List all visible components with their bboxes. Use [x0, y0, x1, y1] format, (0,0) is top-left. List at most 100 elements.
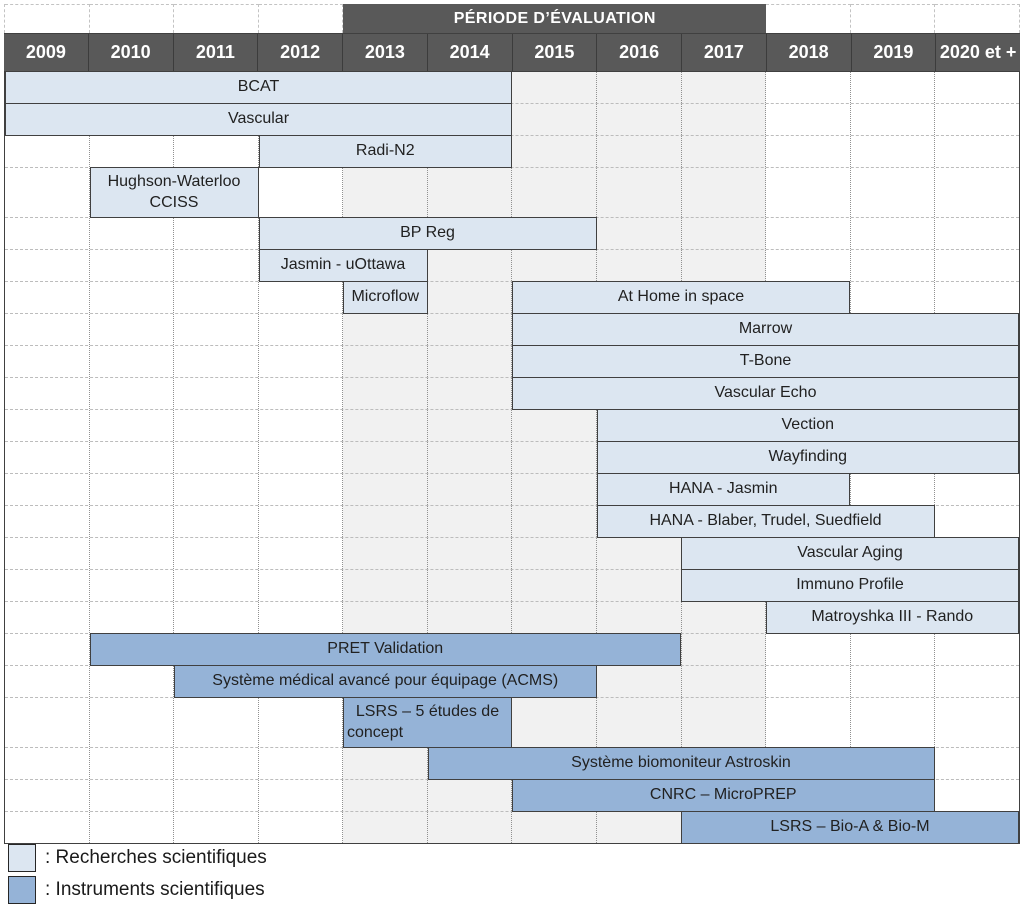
spacer-cell — [5, 4, 90, 33]
bar-label: Marrow — [738, 320, 793, 338]
legend-label: : Recherches scientifiques — [45, 846, 267, 868]
gantt-bar: LSRS – Bio-A & Bio-M — [681, 811, 1019, 844]
bar-label: LSRS – Bio-A & Bio-M — [770, 818, 930, 836]
year-label: 2012 — [258, 34, 343, 71]
gantt-bar: Microflow — [343, 281, 428, 314]
bar-label: CNRC – MicroPREP — [649, 786, 797, 804]
spacer-cell — [766, 4, 851, 33]
bar-label: Hughson-Waterloo — [107, 172, 241, 190]
year-label: 2016 — [597, 34, 682, 71]
gantt-row: LSRS – 5 études de concept — [5, 697, 1019, 748]
year-header-row: 2009 2010 2011 2012 2013 2014 2015 2016 2017 2018… — [4, 33, 1020, 71]
year-column-background — [512, 72, 598, 843]
bar-label: BCAT — [237, 78, 280, 96]
bar-label: concept — [347, 723, 404, 741]
spacer-cell — [258, 4, 344, 33]
gantt-row: Vection — [5, 409, 1019, 442]
bar-label: Jasmin - uOttawa — [280, 256, 406, 274]
year-label: 2013 — [343, 34, 428, 71]
year-label: 2014 — [428, 34, 513, 71]
bar-label: Vascular Echo — [714, 384, 817, 402]
gantt-bar: Vascular Echo — [512, 377, 1019, 410]
bar-label: CCISS — [149, 193, 199, 211]
bar-label: Système biomoniteur Astroskin — [571, 754, 791, 772]
timeline-grid: PÉRIODE D’ÉVALUATION 2009 2010 2011 2012 201… — [4, 4, 1020, 844]
gantt-bar: Vascular Aging — [681, 537, 1019, 570]
year-label: 2015 — [513, 34, 598, 71]
gantt-bar: Système biomoniteur Astroskin — [427, 747, 935, 780]
year-label: 2009 — [4, 34, 89, 71]
bar-label: Wayfinding — [768, 448, 848, 466]
gantt-row: Matroyshka III - Rando — [5, 601, 1019, 634]
gantt-bar: Matroyshka III - Rando — [765, 601, 1019, 634]
bar-label: HANA - Jasmin — [669, 480, 778, 498]
legend-item-research: : Recherches scientifiques — [8, 843, 267, 872]
research-swatch — [8, 843, 36, 872]
bar-label: At Home in space — [617, 288, 745, 306]
bar-label: BP Reg — [400, 224, 455, 242]
gantt-bar: LSRS – 5 études de concept — [343, 697, 512, 748]
bar-label: Immuno Profile — [796, 576, 904, 594]
gantt-bar: Hughson-Waterloo CCISS — [89, 167, 259, 218]
gantt-bar: Marrow — [512, 313, 1019, 346]
gantt-bar: Immuno Profile — [681, 569, 1019, 602]
legend-item-instrument: : Instruments scientifiques — [8, 875, 267, 904]
spacer-cell — [89, 4, 175, 33]
gantt-row: Radi-N2 — [5, 135, 1019, 168]
year-column-background — [90, 72, 175, 843]
gantt-bar: At Home in space — [512, 281, 850, 314]
gantt-row: Vascular Echo — [5, 377, 1019, 410]
gantt-row: BCAT — [5, 71, 1019, 104]
bar-label: Système médical avancé pour équipage (AC… — [212, 672, 559, 690]
gantt-row: Wayfinding — [5, 441, 1019, 474]
spacer-cell — [850, 4, 936, 33]
gantt-bar: HANA - Jasmin — [596, 473, 850, 506]
gantt-row: HANA - Blaber, Trudel, Suedfield — [5, 505, 1019, 538]
evaluation-period-banner: PÉRIODE D’ÉVALUATION — [343, 4, 767, 33]
spacer-cell — [174, 4, 259, 33]
gantt-bar: Système médical avancé pour équipage (AC… — [174, 665, 597, 698]
spacer-cell — [935, 4, 1020, 33]
year-column-background — [5, 72, 90, 843]
gantt-bar: Radi-N2 — [258, 135, 512, 168]
gantt-bar: Vection — [596, 409, 1019, 442]
bar-label: Microflow — [351, 288, 420, 306]
gantt-row: Immuno Profile — [5, 569, 1019, 602]
gantt-bar: Vascular — [5, 103, 512, 136]
gantt-row: Microflow At Home in space — [5, 281, 1019, 314]
gantt-bar: HANA - Blaber, Trudel, Suedfield — [596, 505, 935, 538]
year-label: 2020 et + — [939, 42, 1017, 62]
bar-label: HANA - Blaber, Trudel, Suedfield — [649, 512, 882, 530]
bar-label: PRET Validation — [327, 640, 444, 658]
bar-label: Matroyshka III - Rando — [811, 608, 974, 626]
legend-label: : Instruments scientifiques — [45, 878, 265, 900]
year-label: 2010 — [89, 34, 174, 71]
gantt-row: PRET Validation — [5, 633, 1019, 666]
gantt-row: Jasmin - uOttawa — [5, 249, 1019, 282]
bar-label: Radi-N2 — [355, 142, 415, 160]
gantt-row: BP Reg — [5, 217, 1019, 250]
bar-label: T-Bone — [739, 352, 792, 370]
gantt-row: T-Bone — [5, 345, 1019, 378]
year-label: 2011 — [174, 34, 259, 71]
gantt-bar: Jasmin - uOttawa — [258, 249, 428, 282]
gantt-row: HANA - Jasmin — [5, 473, 1019, 506]
bar-label: Vascular — [227, 110, 290, 128]
gantt-row: CNRC – MicroPREP — [5, 779, 1019, 812]
chart-body: BCAT Vascular Radi-N2 Hughson-Waterloo CCISS… — [4, 71, 1020, 844]
gantt-bar: Wayfinding — [596, 441, 1019, 474]
year-label: 2017 — [682, 34, 767, 71]
year-label: 2018 — [767, 34, 852, 71]
top-spacer-row: PÉRIODE D’ÉVALUATION — [4, 4, 1020, 33]
bar-label: Vection — [781, 416, 834, 434]
gantt-bar: BP Reg — [258, 217, 597, 250]
gantt-bar: PRET Validation — [89, 633, 681, 666]
gantt-row: Vascular — [5, 103, 1019, 136]
year-column-background — [174, 72, 259, 843]
gantt-row: Système biomoniteur Astroskin — [5, 747, 1019, 780]
gantt-bar: CNRC – MicroPREP — [512, 779, 935, 812]
year-label: 2019 — [852, 34, 937, 71]
legend: : Recherches scientifiques : Instruments… — [8, 843, 267, 907]
gantt-row: Vascular Aging — [5, 537, 1019, 570]
